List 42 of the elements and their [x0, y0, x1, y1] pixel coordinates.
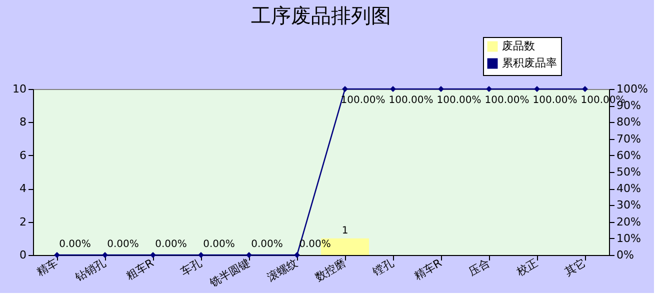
data-label: 100.00%	[532, 95, 578, 106]
data-label: 0.00%	[155, 239, 187, 250]
y2-tick-label: 70%	[616, 132, 641, 146]
y2-tick-label: 40%	[616, 182, 641, 196]
y2-tick-label: 100%	[616, 82, 648, 96]
data-label: 1	[342, 225, 348, 236]
y-tick-label: 10	[12, 82, 26, 96]
data-label: 0.00%	[59, 239, 91, 250]
data-label: 100.00%	[340, 95, 386, 106]
x-tick-label: 精车	[34, 256, 60, 279]
x-tick-label: 压合	[466, 256, 492, 279]
x-tick-label: 镗孔	[370, 256, 396, 280]
x-tick-label: 校正	[514, 256, 540, 280]
x-tick-label: 车孔	[178, 256, 204, 279]
legend-label: 废品数	[502, 40, 535, 52]
chart-title: 工序废品排列图	[251, 4, 391, 28]
x-tick-label: 精车R	[412, 256, 444, 283]
data-label: 100.00%	[388, 95, 434, 106]
data-label: 0.00%	[251, 239, 283, 250]
x-tick-label: 粗车R	[124, 256, 156, 283]
y2-tick-label: 30%	[616, 198, 641, 212]
x-tick-label: 数控磨	[312, 256, 348, 284]
y2-tick-label: 60%	[616, 148, 641, 162]
y2-tick-label: 10%	[616, 232, 641, 245]
data-label: 100.00%	[436, 95, 482, 106]
x-tick-label: 滚螺纹	[264, 256, 300, 284]
y2-tick-label: 80%	[616, 116, 641, 129]
y-tick-label: 6	[20, 148, 26, 162]
data-label: 100.00%	[484, 95, 530, 106]
y-tick-label: 2	[20, 215, 26, 228]
data-label: 0.00%	[107, 239, 139, 250]
y-tick-label: 4	[20, 182, 26, 196]
y-tick-label: 8	[20, 116, 26, 129]
y2-tick-label: 0%	[616, 248, 634, 262]
x-tick-label: 其它	[562, 256, 588, 279]
x-tick-label: 钻销孔	[72, 256, 108, 285]
data-label: 0.00%	[203, 239, 235, 250]
legend-label: 累积废品率	[502, 56, 557, 70]
x-tick-label: 铣半圆键	[206, 256, 252, 290]
y2-tick-label: 50%	[616, 166, 641, 178]
y2-tick-label: 20%	[616, 215, 641, 228]
y-tick-label: 0	[20, 248, 26, 262]
